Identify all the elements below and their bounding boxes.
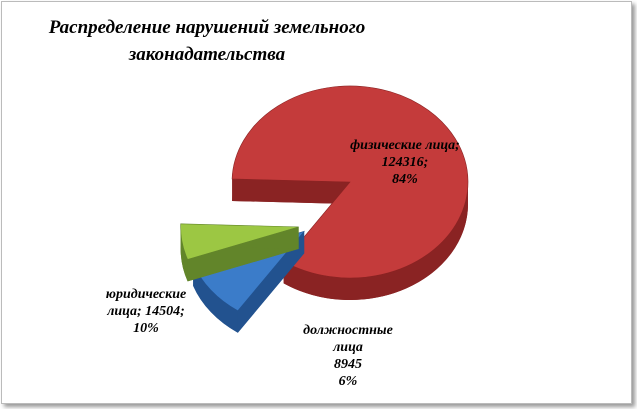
- chart-title: Распределение нарушений земельного закон…: [48, 17, 366, 65]
- category-label: должностные лица: [303, 323, 393, 355]
- percent-label: 84%: [392, 172, 418, 187]
- slice-wall: [283, 182, 468, 300]
- percent-label: 6%: [338, 374, 358, 389]
- pie-slice: [231, 85, 469, 279]
- slice-wall: [193, 263, 238, 333]
- category-label: юридические лица;: [105, 287, 187, 319]
- slice-wall: [180, 226, 188, 282]
- percent-label: 10%: [133, 321, 159, 336]
- chart: [180, 85, 469, 333]
- data-label: юридические лица; 14504; 10%: [90, 286, 202, 337]
- count-label: 14504;: [145, 304, 185, 319]
- category-label: физические лица;: [350, 138, 460, 153]
- data-label: должностные лица 8945 6%: [298, 322, 398, 390]
- slice-wall: [232, 178, 350, 204]
- chart-frame: Распределение нарушений земельного закон…: [1, 1, 632, 404]
- count-label: 124316;: [381, 155, 429, 170]
- count-label: 8945: [334, 357, 362, 372]
- pie-slice: [180, 223, 299, 260]
- data-label: физические лица; 124316; 84%: [350, 137, 460, 188]
